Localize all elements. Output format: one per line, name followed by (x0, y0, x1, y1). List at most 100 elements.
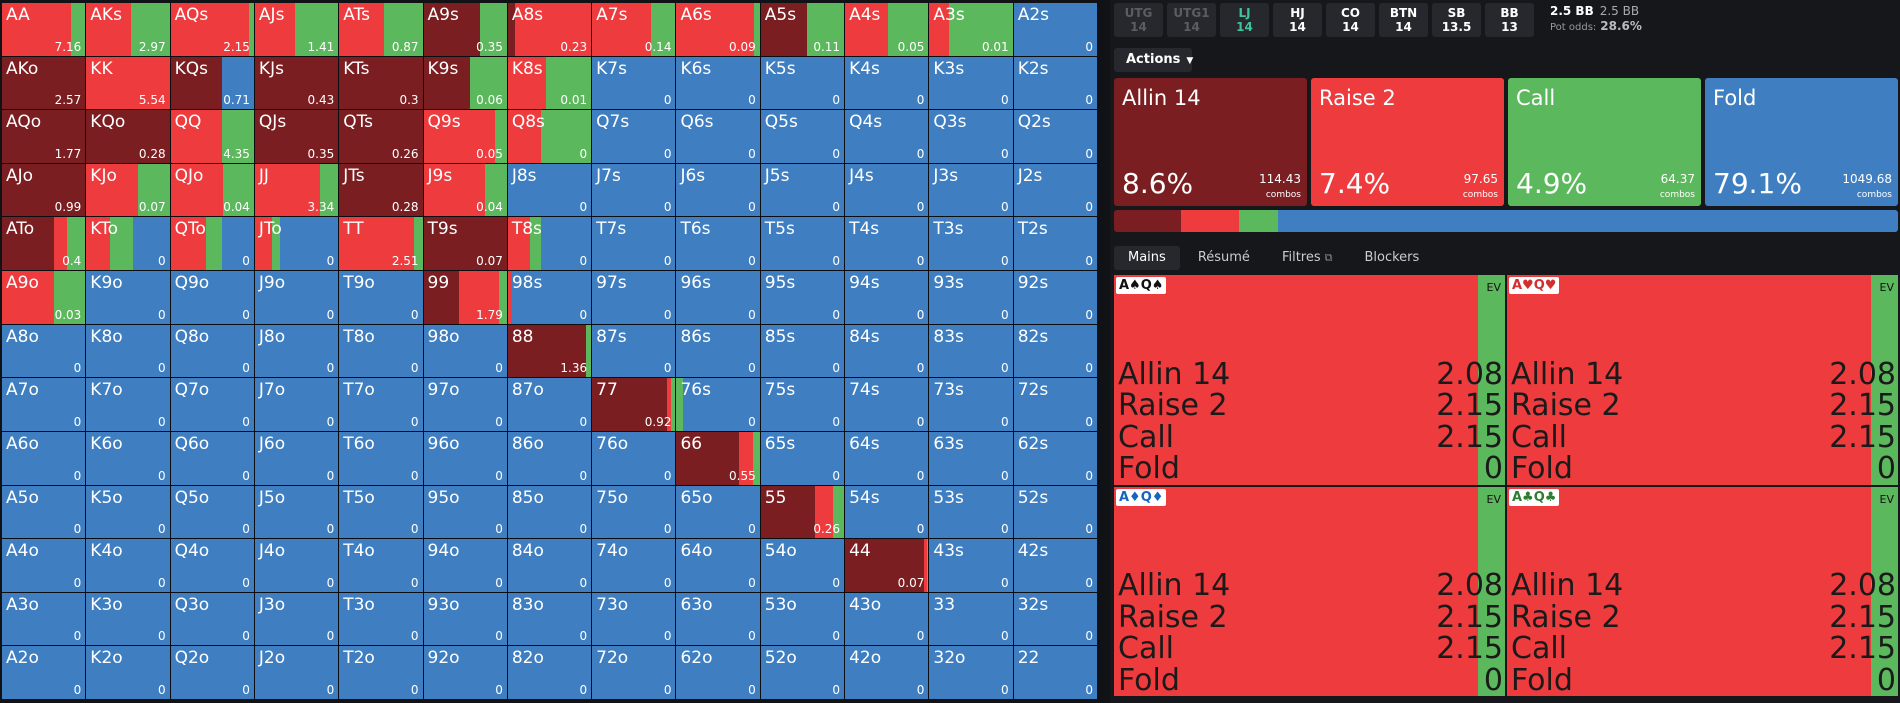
hand-cell-K8s[interactable]: K8s 0.01 (507, 56, 592, 110)
hand-cell-KQo[interactable]: KQo 0.28 (86, 110, 170, 163)
hand-cell-T3s[interactable]: T3s 0 (929, 217, 1013, 271)
hand-cell-32s[interactable]: 32s 0 (1013, 592, 1097, 646)
hand-cell-Q5o[interactable]: Q5o 0 (170, 485, 254, 539)
hand-cell-A9s[interactable]: A9s 0.35 (423, 3, 507, 56)
hand-cell-94o[interactable]: 94o 0 (423, 539, 507, 592)
hand-cell-J5o[interactable]: J5o 0 (254, 485, 339, 539)
hand-cell-43o[interactable]: 43o 0 (845, 592, 929, 646)
hand-cell-Q4o[interactable]: Q4o 0 (170, 539, 254, 592)
hand-cell-Q7o[interactable]: Q7o 0 (170, 378, 254, 431)
tab-0[interactable]: Mains (1114, 246, 1180, 270)
action-card-raise[interactable]: Raise 2 7.4% 97.65 combos (1311, 78, 1504, 206)
hand-cell-Q3o[interactable]: Q3o 0 (170, 592, 254, 646)
hand-cell-98o[interactable]: 98o 0 (423, 324, 507, 378)
hand-cell-85s[interactable]: 85s 0 (760, 324, 845, 378)
hand-cell-QTo[interactable]: QTo 0 (170, 217, 254, 271)
hand-cell-J5s[interactable]: J5s 0 (760, 163, 845, 217)
hand-cell-97o[interactable]: 97o 0 (423, 378, 507, 431)
action-card-call[interactable]: Call 4.9% 64.37 combos (1508, 78, 1701, 206)
hand-cell-T2s[interactable]: T2s 0 (1013, 217, 1097, 271)
hand-cell-T6o[interactable]: T6o 0 (339, 431, 423, 485)
hand-cell-42s[interactable]: 42s 0 (1013, 539, 1097, 592)
hand-cell-T5o[interactable]: T5o 0 (339, 485, 423, 539)
hand-cell-K2o[interactable]: K2o 0 (86, 646, 170, 699)
hand-cell-64o[interactable]: 64o 0 (676, 539, 760, 592)
hand-cell-K9s[interactable]: K9s 0.06 (423, 56, 507, 110)
hand-cell-J3s[interactable]: J3s 0 (929, 163, 1013, 217)
hand-cell-T7o[interactable]: T7o 0 (339, 378, 423, 431)
tab-2[interactable]: Filtres ⧉ (1268, 246, 1347, 270)
hand-cell-62s[interactable]: 62s 0 (1013, 431, 1097, 485)
combo-card[interactable]: EV A♦Q♦ Allin 14 2.08 Raise 2 2.15 Call 2.15 Fol… (1114, 486, 1505, 696)
hand-cell-85o[interactable]: 85o 0 (507, 485, 592, 539)
action-card-allin[interactable]: Allin 14 8.6% 114.43 combos (1114, 78, 1307, 206)
combo-card[interactable]: EV A♠Q♠ Allin 14 2.08 Raise 2 2.15 Call 2.15 Fol… (1114, 275, 1505, 485)
hand-cell-93s[interactable]: 93s 0 (929, 271, 1013, 324)
hand-cell-T4o[interactable]: T4o 0 (339, 539, 423, 592)
hand-cell-KJs[interactable]: KJs 0.43 (254, 56, 339, 110)
hand-cell-93o[interactable]: 93o 0 (423, 592, 507, 646)
hand-cell-QJo[interactable]: QJo 0.04 (170, 163, 254, 217)
hand-cell-T8o[interactable]: T8o 0 (339, 324, 423, 378)
hand-cell-54s[interactable]: 54s 0 (845, 485, 929, 539)
hand-cell-54o[interactable]: 54o 0 (760, 539, 845, 592)
hand-cell-43s[interactable]: 43s 0 (929, 539, 1013, 592)
hand-cell-72o[interactable]: 72o 0 (592, 646, 676, 699)
hand-cell-72s[interactable]: 72s 0 (1013, 378, 1097, 431)
hand-cell-Q8o[interactable]: Q8o 0 (170, 324, 254, 378)
hand-cell-T4s[interactable]: T4s 0 (845, 217, 929, 271)
hand-cell-KJo[interactable]: KJo 0.07 (86, 163, 170, 217)
hand-cell-Q6s[interactable]: Q6s 0 (676, 110, 760, 163)
position-co[interactable]: CO 14 (1326, 3, 1375, 37)
position-utg[interactable]: UTG 14 (1114, 3, 1163, 37)
hand-cell-J3o[interactable]: J3o 0 (254, 592, 339, 646)
position-utg1[interactable]: UTG1 14 (1167, 3, 1216, 37)
hand-cell-84s[interactable]: 84s 0 (845, 324, 929, 378)
hand-cell-92o[interactable]: 92o 0 (423, 646, 507, 699)
hand-cell-T6s[interactable]: T6s 0 (676, 217, 760, 271)
hand-cell-88[interactable]: 88 1.36 (507, 324, 592, 378)
hand-cell-22[interactable]: 22 0 (1013, 646, 1097, 699)
hand-cell-95s[interactable]: 95s 0 (760, 271, 845, 324)
hand-cell-Q9o[interactable]: Q9o 0 (170, 271, 254, 324)
hand-cell-J6s[interactable]: J6s 0 (676, 163, 760, 217)
hand-cell-AKo[interactable]: AKo 2.57 (2, 56, 86, 110)
hand-cell-A2o[interactable]: A2o 0 (2, 646, 86, 699)
hand-cell-62o[interactable]: 62o 0 (676, 646, 760, 699)
hand-cell-K4s[interactable]: K4s 0 (845, 56, 929, 110)
tab-1[interactable]: Résumé (1184, 246, 1264, 270)
hand-cell-63s[interactable]: 63s 0 (929, 431, 1013, 485)
tab-3[interactable]: Blockers (1350, 246, 1433, 270)
hand-cell-K4o[interactable]: K4o 0 (86, 539, 170, 592)
position-bb[interactable]: BB 13 (1485, 3, 1534, 37)
hand-cell-66[interactable]: 66 0.55 (676, 431, 760, 485)
hand-cell-K6s[interactable]: K6s 0 (676, 56, 760, 110)
hand-cell-A5o[interactable]: A5o 0 (2, 485, 86, 539)
hand-cell-K6o[interactable]: K6o 0 (86, 431, 170, 485)
hand-cell-AJs[interactable]: AJs 1.41 (254, 3, 339, 56)
hand-cell-83o[interactable]: 83o 0 (507, 592, 592, 646)
hand-cell-JTo[interactable]: JTo 0 (254, 217, 339, 271)
combo-card[interactable]: EV A♣Q♣ Allin 14 2.08 Raise 2 2.15 Call 2.15 Fol… (1507, 486, 1898, 696)
hand-cell-A8s[interactable]: A8s 0.23 (507, 3, 592, 56)
hand-cell-TT[interactable]: TT 2.51 (339, 217, 423, 271)
hand-cell-J7o[interactable]: J7o 0 (254, 378, 339, 431)
hand-cell-JJ[interactable]: JJ 3.34 (254, 163, 339, 217)
hand-cell-AKs[interactable]: AKs 2.97 (86, 3, 170, 56)
hand-cell-87s[interactable]: 87s 0 (592, 324, 676, 378)
hand-cell-KQs[interactable]: KQs 0.71 (170, 56, 254, 110)
hand-cell-32o[interactable]: 32o 0 (929, 646, 1013, 699)
hand-cell-65s[interactable]: 65s 0 (760, 431, 845, 485)
position-btn[interactable]: BTN 14 (1379, 3, 1428, 37)
hand-cell-J9o[interactable]: J9o 0 (254, 271, 339, 324)
hand-cell-73s[interactable]: 73s 0 (929, 378, 1013, 431)
hand-cell-A5s[interactable]: A5s 0.11 (760, 3, 845, 56)
hand-cell-Q2o[interactable]: Q2o 0 (170, 646, 254, 699)
hand-cell-A2s[interactable]: A2s 0 (1013, 3, 1097, 56)
hand-cell-76s[interactable]: 76s 0 (676, 378, 760, 431)
hand-cell-J4o[interactable]: J4o 0 (254, 539, 339, 592)
hand-cell-86s[interactable]: 86s 0 (676, 324, 760, 378)
hand-cell-J6o[interactable]: J6o 0 (254, 431, 339, 485)
hand-cell-QTs[interactable]: QTs 0.26 (339, 110, 423, 163)
hand-cell-Q2s[interactable]: Q2s 0 (1013, 110, 1097, 163)
